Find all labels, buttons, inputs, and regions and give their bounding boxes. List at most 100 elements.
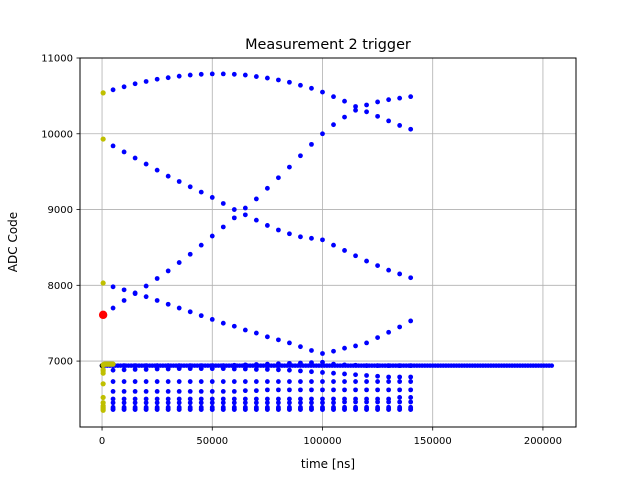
band-point	[264, 396, 270, 402]
band-point	[198, 366, 204, 372]
band-point	[121, 363, 127, 369]
marker-point	[98, 310, 108, 320]
curve-point	[375, 99, 380, 105]
band-point	[309, 369, 314, 375]
curve-point	[375, 113, 380, 119]
band-point	[143, 407, 149, 412]
band-point	[231, 379, 237, 384]
band-point	[110, 367, 116, 373]
band-point	[176, 379, 182, 384]
curve-point	[187, 184, 193, 190]
curve-point	[298, 153, 303, 159]
band-point	[253, 407, 259, 412]
band-point	[287, 367, 292, 373]
y-tick-label: 9000	[48, 205, 73, 216]
band-point	[110, 400, 116, 406]
band-point	[375, 387, 380, 393]
start-point	[100, 280, 106, 286]
band-point	[320, 387, 325, 393]
curve-point	[187, 251, 193, 257]
band-point	[132, 367, 138, 372]
band-point	[397, 395, 403, 400]
curve-point	[397, 95, 403, 101]
x-axis-label: time [ns]	[301, 457, 355, 471]
curve-point	[364, 102, 369, 108]
band-point	[110, 388, 116, 394]
band-point	[187, 407, 193, 412]
curve-point	[198, 71, 204, 77]
band-point	[309, 379, 314, 384]
curve-point	[176, 305, 182, 311]
curve-point	[154, 167, 160, 173]
curve-point	[209, 233, 215, 239]
start-point	[100, 407, 106, 413]
band-point	[276, 400, 281, 406]
band-point	[386, 374, 392, 380]
curve-point	[342, 345, 347, 351]
band-point	[209, 407, 215, 412]
band-point	[309, 407, 314, 412]
band-point	[132, 363, 138, 369]
band-point	[353, 362, 358, 368]
band-point	[165, 388, 171, 394]
curve-point	[231, 71, 237, 77]
curve-point	[209, 195, 215, 200]
band-point	[121, 379, 127, 384]
band-point	[397, 374, 403, 380]
band-point	[309, 387, 314, 393]
band-point	[176, 388, 182, 394]
band-point	[209, 396, 215, 402]
band-point	[132, 407, 138, 412]
curve-point	[220, 224, 226, 230]
curve-point	[276, 227, 281, 233]
x-tick-label: 0	[99, 436, 105, 447]
curve-point	[342, 98, 347, 104]
curve-point	[287, 231, 292, 237]
band-point	[342, 407, 347, 412]
band-point	[364, 407, 369, 412]
band-point	[220, 366, 226, 372]
band-point	[110, 396, 116, 402]
curve-point	[386, 97, 392, 103]
band-point	[276, 379, 281, 384]
curve-point	[331, 242, 336, 248]
band-point	[320, 396, 325, 402]
band-point	[121, 400, 127, 406]
curve-point	[242, 212, 248, 218]
band-point	[209, 366, 215, 372]
band-point	[276, 361, 281, 367]
start-point	[100, 90, 106, 96]
band-point	[154, 396, 160, 402]
band-point	[187, 400, 193, 406]
band-point	[253, 388, 259, 394]
curve-point	[242, 205, 248, 211]
start-point	[110, 361, 116, 367]
band-point	[187, 388, 193, 394]
band-point	[198, 379, 204, 384]
curve-point	[331, 94, 336, 100]
curve-point	[143, 294, 149, 300]
band-point	[198, 400, 204, 406]
band-point	[209, 388, 215, 394]
band-point	[154, 366, 160, 372]
band-point	[331, 387, 336, 393]
band-point	[287, 387, 292, 393]
curve-point	[253, 217, 259, 223]
curve-point	[375, 335, 380, 340]
curve-point	[143, 161, 149, 167]
band-point	[397, 363, 403, 369]
curve-point	[110, 305, 116, 311]
band-point	[187, 379, 193, 384]
band-point	[253, 367, 259, 372]
curve-point	[309, 85, 314, 91]
curve-point	[298, 344, 303, 350]
curve-point	[165, 301, 171, 307]
band-point	[276, 407, 281, 412]
band-point	[231, 396, 237, 402]
band-point	[353, 407, 358, 412]
curve-point	[110, 284, 116, 290]
band-point	[264, 379, 270, 384]
band-point	[386, 363, 392, 369]
band-point	[253, 379, 259, 384]
band-point	[121, 396, 127, 402]
